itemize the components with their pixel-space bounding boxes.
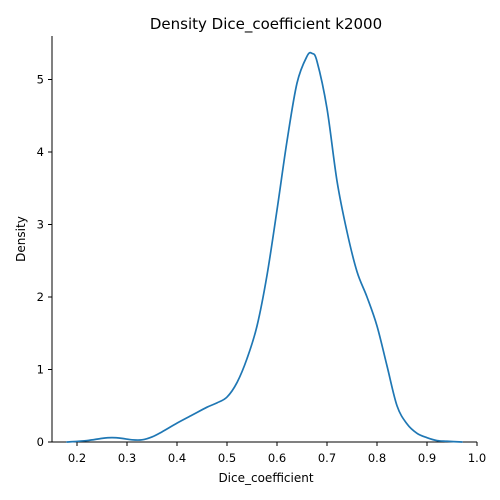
- x-tick-label: 1.0: [468, 451, 486, 465]
- density-line: [66, 51, 463, 443]
- x-tick-label: 0.7: [318, 451, 336, 465]
- y-tick-label: 4: [37, 145, 44, 159]
- x-axis-ticks: 0.2 0.3 0.4 0.5 0.6 0.7 0.8 0.9 1.0: [68, 442, 486, 465]
- y-tick-label: 0: [37, 435, 44, 449]
- y-tick-label: 2: [37, 290, 44, 304]
- x-tick-label: 0.6: [268, 451, 286, 465]
- x-tick-label: 0.8: [368, 451, 386, 465]
- x-tick-label: 0.2: [68, 451, 86, 465]
- x-tick-label: 0.3: [118, 451, 136, 465]
- y-tick-label: 1: [37, 363, 44, 377]
- y-axis-label: Density: [14, 216, 28, 262]
- chart-title: Density Dice_coefficient k2000: [150, 15, 382, 34]
- x-tick-label: 0.9: [418, 451, 436, 465]
- y-axis-ticks: 0 1 2 3 4 5: [37, 73, 52, 449]
- y-tick-label: 3: [37, 218, 44, 232]
- x-tick-label: 0.5: [218, 451, 236, 465]
- y-tick-label: 5: [37, 73, 44, 87]
- plot-area: 0.2 0.3 0.4 0.5 0.6 0.7 0.8 0.9 1.0 0 1 2 3 4 5: [37, 36, 486, 465]
- x-tick-label: 0.4: [168, 451, 186, 465]
- x-axis-label: Dice_coefficient: [218, 471, 313, 485]
